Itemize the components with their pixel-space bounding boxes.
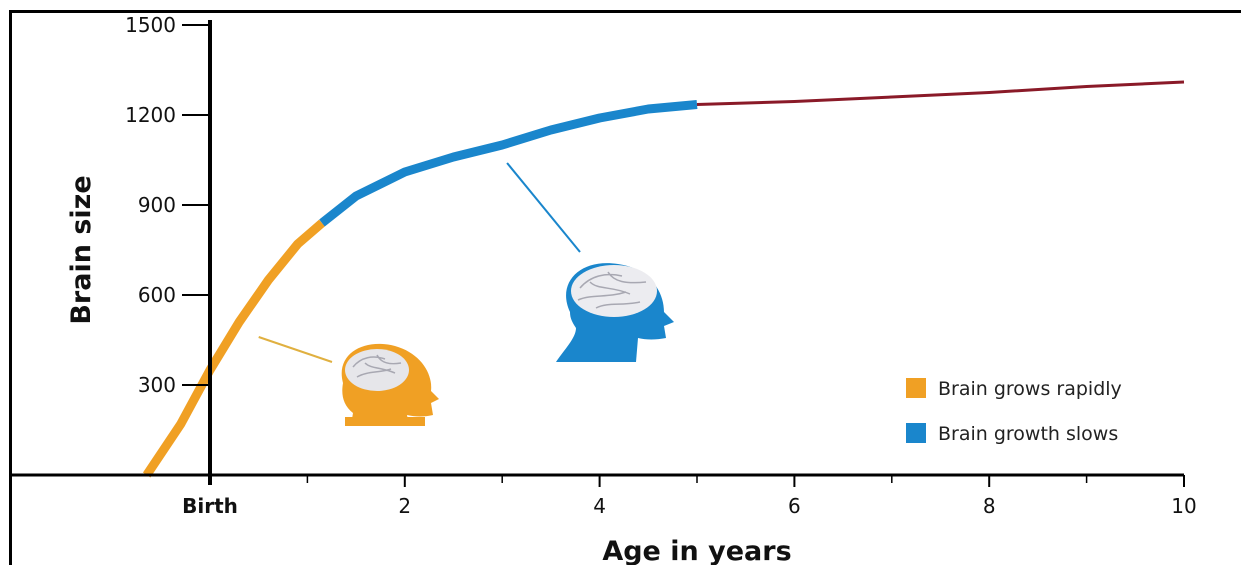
legend: Brain grows rapidly Brain growth slows xyxy=(906,378,1122,445)
series-line-3 xyxy=(696,80,1185,106)
x-tick-label: 2 xyxy=(398,494,411,518)
legend-label: Brain grows rapidly xyxy=(938,378,1122,400)
y-tick-label: 1500 xyxy=(125,13,176,37)
y-axis-title: Brain size xyxy=(66,175,97,324)
series-layer xyxy=(142,80,1185,478)
y-tick-label: 1200 xyxy=(125,103,176,127)
child-head-icon xyxy=(556,263,674,362)
x-tick-label: 6 xyxy=(788,494,801,518)
infant-head-icon xyxy=(341,343,439,426)
series-line-1 xyxy=(142,219,325,478)
y-tick-label: 300 xyxy=(138,373,176,397)
x-axis-title: Age in years xyxy=(602,536,791,565)
child-leader-line xyxy=(506,162,581,253)
legend-swatch xyxy=(906,378,926,398)
infant-leader-line xyxy=(258,336,333,363)
x-tick-label: 8 xyxy=(983,494,996,518)
legend-swatch xyxy=(906,423,926,443)
y-tick-label: 600 xyxy=(138,283,176,307)
axes-layer: Birth 2 4 6 8 10 300 600 900 1200 1500 xyxy=(9,13,1197,518)
x-tick-label: 4 xyxy=(593,494,606,518)
y-tick-label: 900 xyxy=(138,193,176,217)
series-line-2 xyxy=(319,100,698,227)
legend-label: Brain growth slows xyxy=(938,423,1118,445)
x-tick-label: 10 xyxy=(1171,494,1196,518)
x-tick-label: Birth xyxy=(182,494,238,518)
chart-frame xyxy=(9,10,1241,565)
annotation-layer xyxy=(258,162,674,426)
